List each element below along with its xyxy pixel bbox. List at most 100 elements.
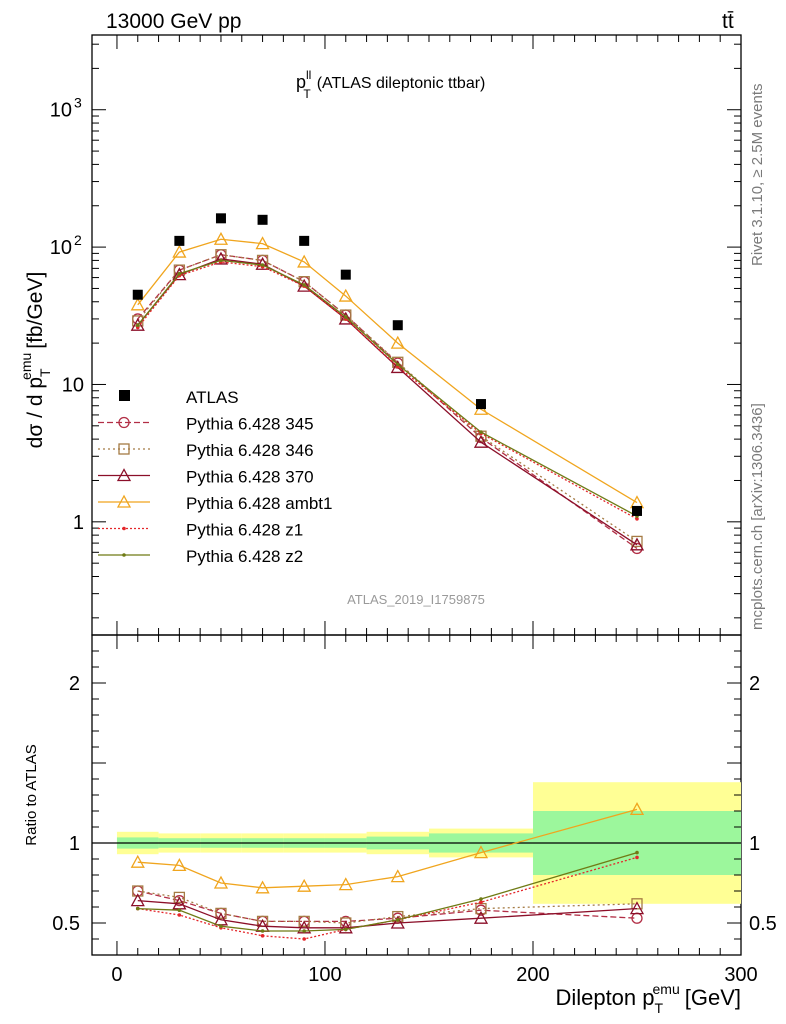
series-marker-main [260,263,265,267]
x-tick-label: 0 [111,964,122,986]
x-axis-label: Dilepton pTemu [GeV] [555,981,741,1016]
atlas-data-point [257,214,268,225]
legend-label: Pythia 6.428 345 [186,415,314,434]
legend-label: Pythia 6.428 ambt1 [186,494,332,513]
plot-title: pll T(ATLAS dileptonic ttbar) [296,68,485,101]
series-marker-main [395,362,400,367]
legend-marker [118,416,130,429]
legend-marker [116,494,132,508]
header-process-label: tt̄ [722,10,734,33]
series-marker-ratio [629,802,645,816]
series-marker-ratio [297,878,312,892]
series-line-main [137,261,638,520]
series-marker-ratio [260,934,265,938]
legend-label: Pythia 6.428 370 [186,468,314,487]
legend: ATLAS Pythia 6.428 345 Pythia 6.428 346 Pyt… [98,388,332,566]
atlas-data-point [132,289,143,300]
series-marker-main [302,283,306,287]
series-marker-main [172,244,187,258]
series-marker-ratio [172,858,187,872]
series-marker-ratio [302,937,306,941]
series-marker-main [255,236,270,250]
x-tick-label: 300 [724,964,757,986]
legend-label: Pythia 6.428 346 [186,441,314,460]
series-marker-main [390,335,405,349]
legend-marker [116,468,132,482]
series-marker-main [130,297,145,311]
series-line-ratio [137,890,638,923]
series-line-ratio [137,808,638,889]
x-tick-label: 200 [516,964,549,986]
series-marker-ratio [215,907,227,920]
series-marker-main [635,517,639,521]
series-marker-ratio [219,924,223,928]
series-marker-ratio [177,908,182,912]
series-marker-ratio [338,877,353,891]
series-marker-ratio [390,915,405,929]
series-marker-ratio [255,880,270,894]
series-marker-main [338,288,353,302]
main-y-tick-label: 10 [62,374,84,396]
series-marker-ratio [338,920,353,934]
series-marker-ratio [635,850,639,855]
series-marker-ratio [302,929,306,933]
main-y-tick-label: 1 [73,512,84,534]
ratio-y-axis-label: Ratio to ATLAS [23,744,40,845]
series-marker-ratio [260,929,265,933]
series-marker-main [213,231,229,245]
series-marker-ratio [132,885,144,897]
atlas-data-point [631,505,642,516]
analysis-watermark: ATLAS_2019_I1759875 [347,592,485,607]
atlas-data-point [299,235,310,246]
series-marker-main [135,323,140,328]
series-curves [130,231,645,941]
series-marker-ratio [130,893,145,907]
series-marker-main [338,311,353,325]
series-marker-ratio [479,900,483,904]
ratio-y-tick-label: 1 [69,833,80,855]
main-y-axis-label: dσ / d pTemu[fb/GeV] [18,272,53,449]
ratio-y-tick-label-right: 1 [749,833,760,855]
main-y-tick-label: 10 [50,237,72,259]
series-marker-main [177,271,182,276]
legend-label: Pythia 6.428 z2 [186,547,303,566]
series-marker-main [629,537,645,551]
series-marker-ratio [135,906,140,911]
atlas-data-point [392,320,403,331]
series-marker-ratio [629,901,645,915]
legend-marker [118,443,130,455]
legend-label: Pythia 6.428 z1 [186,521,303,540]
series-marker-ratio [479,897,483,901]
legend-label-atlas: ATLAS [186,388,239,407]
x-tick-label: 100 [308,964,341,986]
header-energy-label: 13000 GeV pp [106,10,241,33]
ratio-uncertainty-bands [92,782,741,904]
series-marker-main [479,430,483,434]
series-marker-main [213,251,229,265]
mcplots-reference-label: mcplots.cern.ch [arXiv:1306.3436] [749,403,766,630]
series-marker-ratio [177,913,182,917]
series-marker-main [473,434,489,448]
series-marker-ratio [173,891,186,904]
series-marker-ratio [473,845,489,859]
atlas-data-point [174,235,185,246]
series-marker-ratio [343,927,348,932]
series-marker-ratio [390,869,405,883]
series-marker-main [297,254,312,268]
main-plot-frame [91,34,742,636]
atlas-data-point [475,399,486,410]
legend-marker-atlas [119,390,130,401]
series-line-main [137,238,638,504]
atlas-data-point [215,213,226,224]
ratio-y-tick-label: 0.5 [52,913,80,935]
rivet-version-label: Rivet 3.1.10, ≥ 2.5M events [749,84,766,267]
legend-marker [122,526,126,531]
ratio-y-tick-label-right: 2 [749,673,760,695]
series-marker-main [255,256,270,270]
main-y-tick-label-exponent: 2 [74,232,82,248]
main-y-tick-label-exponent: 3 [74,95,82,111]
ratio-y-tick-label-right: 0.5 [749,913,777,935]
series-marker-ratio [473,910,489,924]
